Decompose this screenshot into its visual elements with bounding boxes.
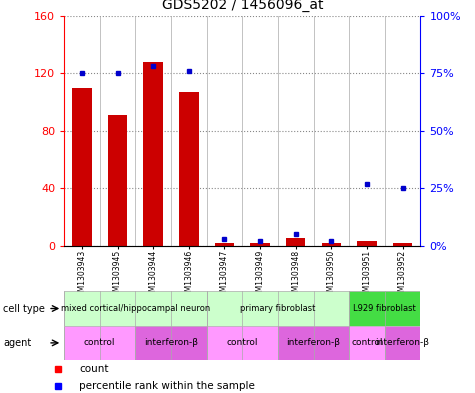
Text: L929 fibroblast: L929 fibroblast: [353, 304, 416, 313]
Bar: [278, 326, 349, 360]
Bar: [135, 326, 207, 360]
Title: GDS5202 / 1456096_at: GDS5202 / 1456096_at: [162, 0, 323, 12]
Bar: [357, 241, 377, 246]
Bar: [393, 243, 412, 246]
Bar: [72, 88, 92, 246]
Text: interferon-β: interferon-β: [376, 338, 429, 347]
Text: interferon-β: interferon-β: [286, 338, 341, 347]
Bar: [286, 239, 305, 246]
Bar: [215, 243, 234, 246]
Bar: [179, 92, 199, 246]
Text: mixed cortical/hippocampal neuron: mixed cortical/hippocampal neuron: [61, 304, 210, 313]
Text: control: control: [84, 338, 115, 347]
Text: agent: agent: [3, 338, 31, 348]
Bar: [64, 291, 207, 326]
Bar: [108, 115, 127, 246]
Text: control: control: [227, 338, 258, 347]
Bar: [385, 326, 420, 360]
Bar: [349, 291, 420, 326]
Bar: [349, 326, 385, 360]
Bar: [250, 243, 270, 246]
Text: primary fibroblast: primary fibroblast: [240, 304, 315, 313]
Bar: [143, 62, 163, 246]
Text: cell type: cell type: [3, 303, 45, 314]
Text: count: count: [79, 364, 109, 374]
Text: interferon-β: interferon-β: [144, 338, 198, 347]
Bar: [322, 243, 341, 246]
Text: percentile rank within the sample: percentile rank within the sample: [79, 381, 255, 391]
Bar: [207, 326, 278, 360]
Bar: [64, 326, 135, 360]
Bar: [207, 291, 349, 326]
Text: control: control: [351, 338, 383, 347]
